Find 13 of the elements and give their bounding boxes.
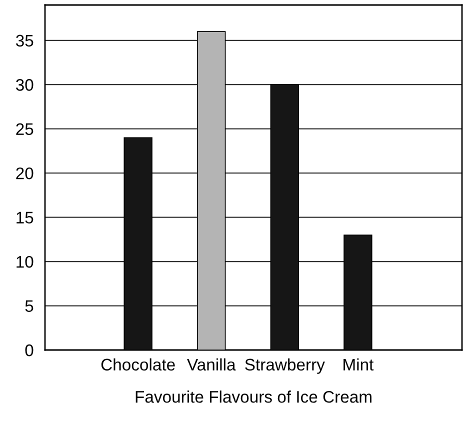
y-tick-label: 5: [25, 300, 34, 312]
y-tick-label: 20: [16, 167, 34, 180]
x-tick-label: Mint: [344, 358, 374, 371]
x-tick-label: Vanilla: [187, 358, 236, 371]
y-tick-label: 25: [16, 123, 34, 136]
y-tick-label: 0: [25, 344, 34, 356]
x-axis-title: Favourite Flavours of Ice Cream: [136, 390, 372, 403]
y-tick-label: 10: [16, 256, 34, 268]
x-tick-label: Chocolate: [101, 358, 175, 371]
x-tick-label: Strawberry: [245, 358, 325, 374]
y-tick-label: 30: [16, 79, 34, 91]
y-tick-label: 35: [16, 34, 34, 47]
y-tick-label: 15: [16, 212, 34, 224]
